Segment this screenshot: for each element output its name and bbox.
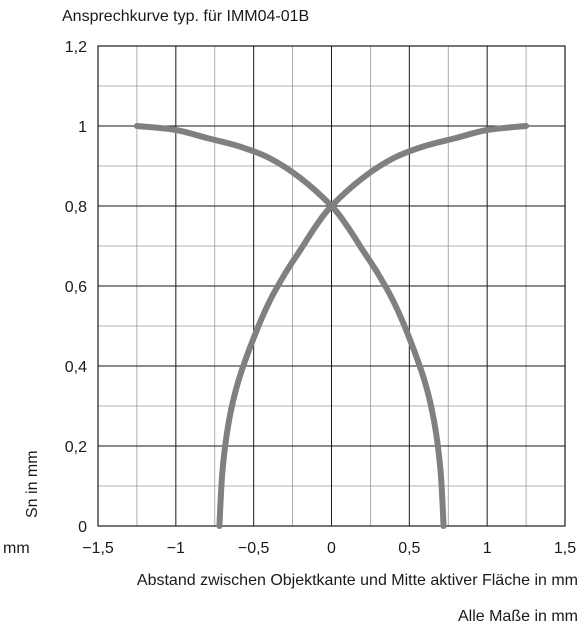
x-tick-label: 0 bbox=[327, 540, 336, 557]
major-grid bbox=[97, 45, 566, 527]
y-tick-label: 0 bbox=[78, 519, 87, 536]
x-axis-unit: mm bbox=[3, 540, 30, 557]
y-tick-label: 0,4 bbox=[65, 359, 87, 376]
y-tick-label: 1,2 bbox=[65, 39, 87, 56]
x-tick-label: 0,5 bbox=[398, 540, 420, 557]
y-tick-labels: 0 0,2 0,4 0,6 0,8 1 1,2 bbox=[65, 39, 87, 536]
y-tick-label: 1 bbox=[78, 119, 87, 136]
chart-title: Ansprechkurve typ. für IMM04-01B bbox=[62, 8, 310, 25]
y-tick-label: 0,6 bbox=[65, 279, 87, 296]
plot-frame bbox=[97, 45, 566, 527]
x-tick-label: 1 bbox=[483, 540, 492, 557]
y-tick-label: 0,2 bbox=[65, 439, 87, 456]
x-tick-label: −0,5 bbox=[238, 540, 270, 557]
x-axis-label: Abstand zwischen Objektkante und Mitte a… bbox=[136, 572, 578, 589]
x-tick-labels: −1,5 −1 −0,5 0 0,5 1 1,5 bbox=[82, 540, 576, 557]
series-line-2 bbox=[133, 123, 447, 529]
y-tick-label: 0,8 bbox=[65, 199, 87, 216]
x-tick-label: −1 bbox=[167, 540, 185, 557]
footnote: Alle Maße in mm bbox=[457, 608, 578, 625]
plot-border bbox=[97, 45, 566, 527]
series-layer bbox=[133, 123, 530, 529]
series-line-1 bbox=[216, 123, 530, 529]
x-tick-label: −1,5 bbox=[82, 540, 114, 557]
x-tick-label: 1,5 bbox=[554, 540, 576, 557]
